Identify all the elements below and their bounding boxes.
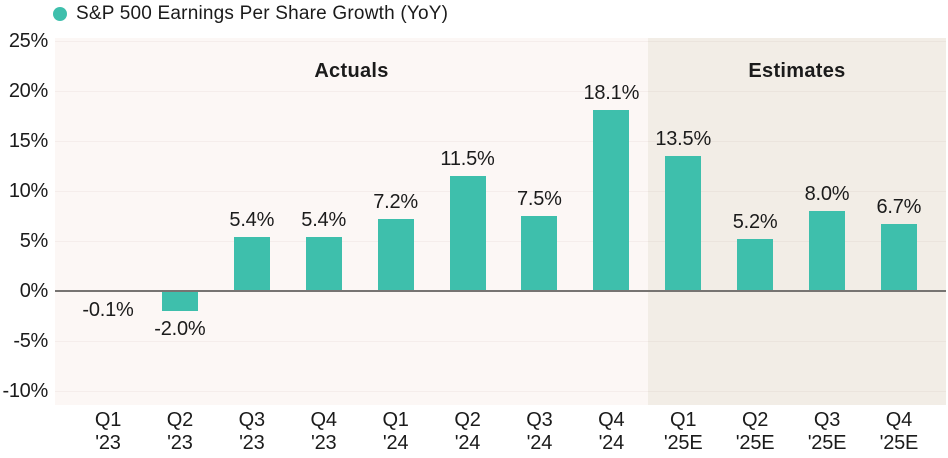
gridline-25 — [55, 40, 946, 42]
value-label-q3-23: 5.4% — [229, 209, 275, 231]
bar-q4-23 — [305, 237, 342, 291]
x-tick-label-q3-24: Q3'24 — [526, 409, 553, 454]
value-label-q1-25e: 13.5% — [655, 128, 712, 150]
value-label-q2-24: 11.5% — [440, 148, 495, 170]
x-tick-label-q1-24: Q1'24 — [382, 409, 409, 454]
value-label-q4-24: 18.1% — [583, 82, 640, 104]
x-tick-label-q3-23: Q3'23 — [238, 409, 265, 454]
x-tick-label-q1-23: Q1'23 — [94, 409, 122, 454]
x-tick-label-q4-25e: Q4'25E — [879, 409, 919, 454]
bar-q4-25e — [880, 224, 917, 291]
value-label-q4-23: 5.4% — [301, 209, 347, 231]
gridline-10 — [55, 190, 946, 192]
value-label-q1-23: -0.1% — [82, 299, 134, 321]
y-tick-label: 15% — [8, 130, 48, 152]
bar-q3-24 — [521, 216, 558, 291]
value-label-q3-25e: 8.0% — [804, 183, 850, 205]
x-tick-label-q2-24: Q2'24 — [454, 409, 481, 454]
y-axis: 25% 20% 15% 10% 5% 0% -5% -10% — [0, 30, 49, 405]
y-tick-label: 25% — [8, 30, 48, 52]
bar-q2-25e — [737, 239, 774, 291]
bar-q2-24 — [449, 176, 486, 291]
plot-area: Actuals Estimates -0.1% -2.0% 5.4% 5.4% 7.2%… — [55, 38, 946, 405]
legend-marker-icon — [53, 7, 67, 21]
gridline-15 — [55, 140, 946, 142]
bar-q1-24 — [377, 219, 414, 291]
x-tick-label-q4-23: Q4'23 — [310, 409, 337, 454]
x-tick-label-q3-25e: Q3'25E — [807, 409, 847, 454]
value-label-q2-25e: 5.2% — [732, 211, 778, 233]
x-tick-label-q2-25e: Q2'25E — [735, 409, 775, 454]
actuals-section-label: Actuals — [314, 60, 389, 82]
x-axis: Q1'23 Q2'23 Q3'23 Q4'23 Q1'24 Q2'24 Q3'24 Q4'24… — [55, 409, 946, 458]
estimates-section-label: Estimates — [748, 60, 846, 82]
bar-q1-25e — [665, 156, 702, 291]
legend-label: S&P 500 Earnings Per Share Growth (YoY) — [76, 3, 449, 24]
gridline--10 — [55, 390, 946, 392]
x-tick-label-q4-24: Q4'24 — [598, 409, 625, 454]
bar-q3-25e — [809, 211, 845, 291]
value-label-q2-23: -2.0% — [154, 318, 206, 340]
gridline-20 — [55, 90, 946, 92]
y-tick-label: 0% — [19, 280, 49, 302]
bar-q2-23 — [161, 291, 198, 311]
x-tick-label-q1-25e: Q1'25E — [663, 409, 703, 454]
y-tick-label: -5% — [13, 330, 48, 352]
value-label-q4-25e: 6.7% — [876, 196, 922, 218]
x-tick-label-q2-23: Q2'23 — [166, 409, 194, 454]
bar-q4-24 — [593, 110, 630, 291]
y-tick-label: -10% — [2, 380, 49, 402]
value-label-q1-24: 7.2% — [373, 191, 418, 213]
y-tick-label: 20% — [8, 80, 48, 102]
gridline--5 — [55, 340, 946, 342]
zero-axis-line — [55, 290, 946, 292]
value-label-q3-24: 7.5% — [516, 188, 562, 210]
bar-q3-23 — [233, 237, 270, 291]
gridline-5 — [55, 240, 946, 242]
y-tick-label: 10% — [8, 180, 48, 202]
chart-legend: S&P 500 Earnings Per Share Growth (YoY) — [53, 3, 448, 25]
y-tick-label: 5% — [19, 230, 49, 252]
